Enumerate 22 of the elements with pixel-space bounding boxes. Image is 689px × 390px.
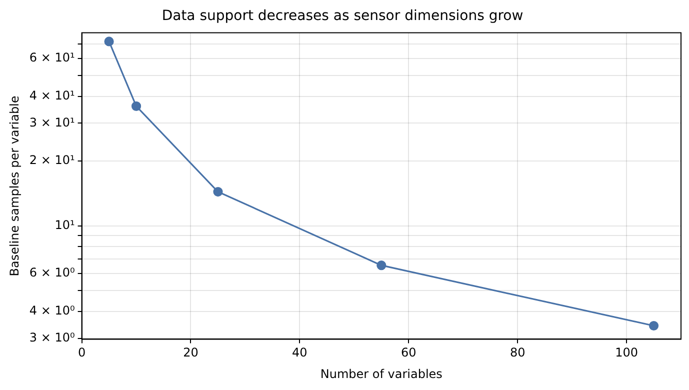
y-tick-label: 2 × 10¹ (29, 153, 75, 168)
x-axis-title: Number of variables (320, 366, 442, 381)
point (376, 260, 386, 270)
y-tick-label: 10¹ (54, 218, 75, 232)
x-tick-label: 80 (510, 346, 526, 360)
point (648, 320, 659, 331)
y-tick-label: 6 × 10⁰ (29, 266, 75, 280)
x-tick-label: 60 (400, 346, 416, 360)
x-tick-label: 0 (78, 346, 86, 360)
y-tick-label: 4 × 10⁰ (29, 304, 75, 318)
y-tick-label: 3 × 10⁰ (29, 330, 75, 344)
x-tick-label: 20 (183, 346, 198, 360)
y-tick-label: 6 × 10¹ (29, 50, 75, 65)
y-axis-title: Baseline samples per variable (7, 96, 22, 276)
y-tick-label: 3 × 10¹ (29, 115, 75, 130)
x-tick-label: 40 (292, 346, 308, 360)
point (213, 186, 223, 197)
chart-title: Data support decreases as sensor dimensions grow (162, 8, 524, 24)
point (104, 36, 114, 46)
x-tick-label: 100 (615, 346, 638, 360)
y-tick-label: 4 × 10¹ (29, 88, 75, 102)
point (131, 101, 142, 111)
